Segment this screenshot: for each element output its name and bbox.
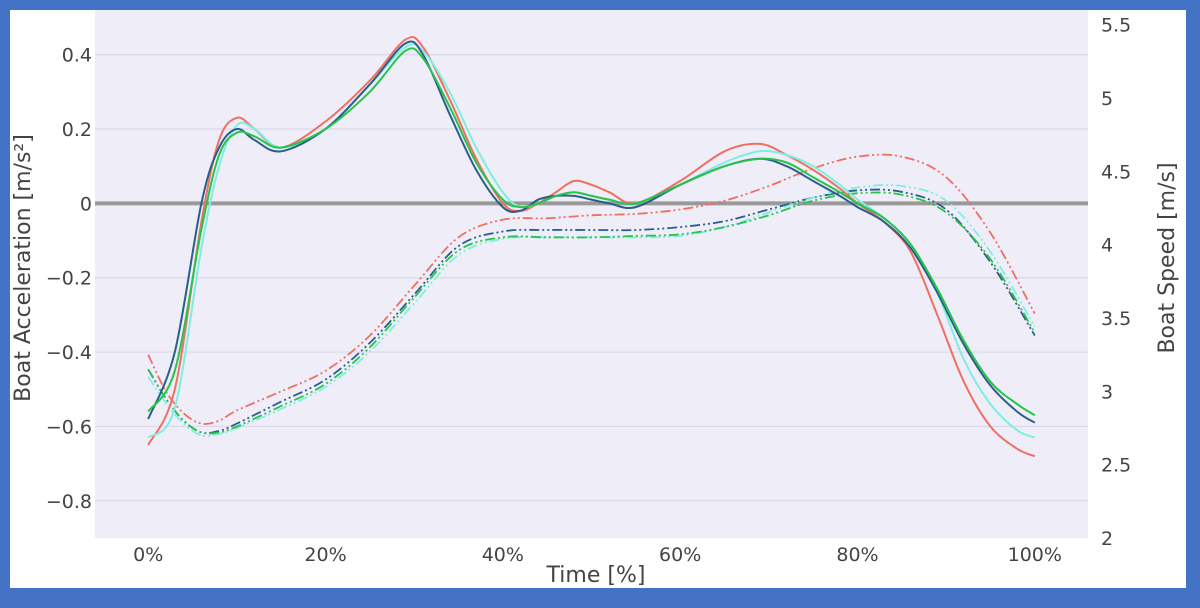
y-right-tick-label-0: 5.5	[1101, 15, 1131, 37]
y-right-tick-label-7: 2	[1101, 528, 1113, 550]
y-right-tick-label-4: 3.5	[1101, 308, 1131, 330]
x-tick-labels: 0% 20% 40% 60% 80% 100%	[133, 544, 1062, 566]
y-left-tick-label-3: −0.2	[46, 268, 92, 290]
y-left-axis-title: Boat Acceleration [m/s²]	[11, 134, 36, 402]
y-left-tick-label-0: 0.4	[62, 45, 92, 67]
plot-area	[95, 10, 1088, 538]
x-tick-label-0: 0%	[133, 544, 163, 566]
y-left-tick-label-4: −0.4	[46, 342, 92, 364]
x-tick-label-4: 80%	[836, 544, 878, 566]
y-right-tick-label-5: 3	[1101, 381, 1113, 403]
speed-series-line-2	[147, 184, 1036, 437]
speed-series-group	[147, 153, 1036, 437]
gridlines	[95, 54, 1088, 502]
x-tick-label-5: 100%	[1008, 544, 1062, 566]
y-right-tick-label-1: 5	[1101, 88, 1113, 110]
acceleration-series-line-3	[147, 47, 1036, 417]
speed-series-line-0	[147, 153, 1036, 425]
acceleration-series-group	[147, 36, 1036, 458]
y-left-tick-label-2: 0	[80, 193, 92, 215]
x-tick-label-2: 40%	[482, 544, 524, 566]
x-tick-label-3: 60%	[659, 544, 701, 566]
speed-series-line-1	[147, 188, 1036, 434]
acceleration-series-line-2	[147, 40, 1036, 424]
y-right-tick-label-2: 4.5	[1101, 161, 1131, 183]
x-axis-title: Time [%]	[546, 563, 646, 588]
y-right-tick-label-6: 2.5	[1101, 455, 1131, 477]
y-left-tick-labels: 0.4 0.2 0 −0.2 −0.4 −0.6 −0.8	[46, 45, 92, 513]
y-left-tick-label-1: 0.2	[62, 119, 92, 141]
y-right-tick-labels: 5.5 5 4.5 4 3.5 3 2.5 2	[1101, 15, 1131, 550]
y-right-axis-title: Boat Speed [m/s]	[1155, 162, 1180, 353]
x-tick-label-1: 20%	[304, 544, 346, 566]
y-right-tick-label-3: 4	[1101, 235, 1113, 257]
y-left-tick-label-5: −0.6	[46, 416, 92, 438]
speed-series-line-3	[147, 191, 1036, 435]
y-left-tick-label-6: −0.8	[46, 491, 92, 513]
